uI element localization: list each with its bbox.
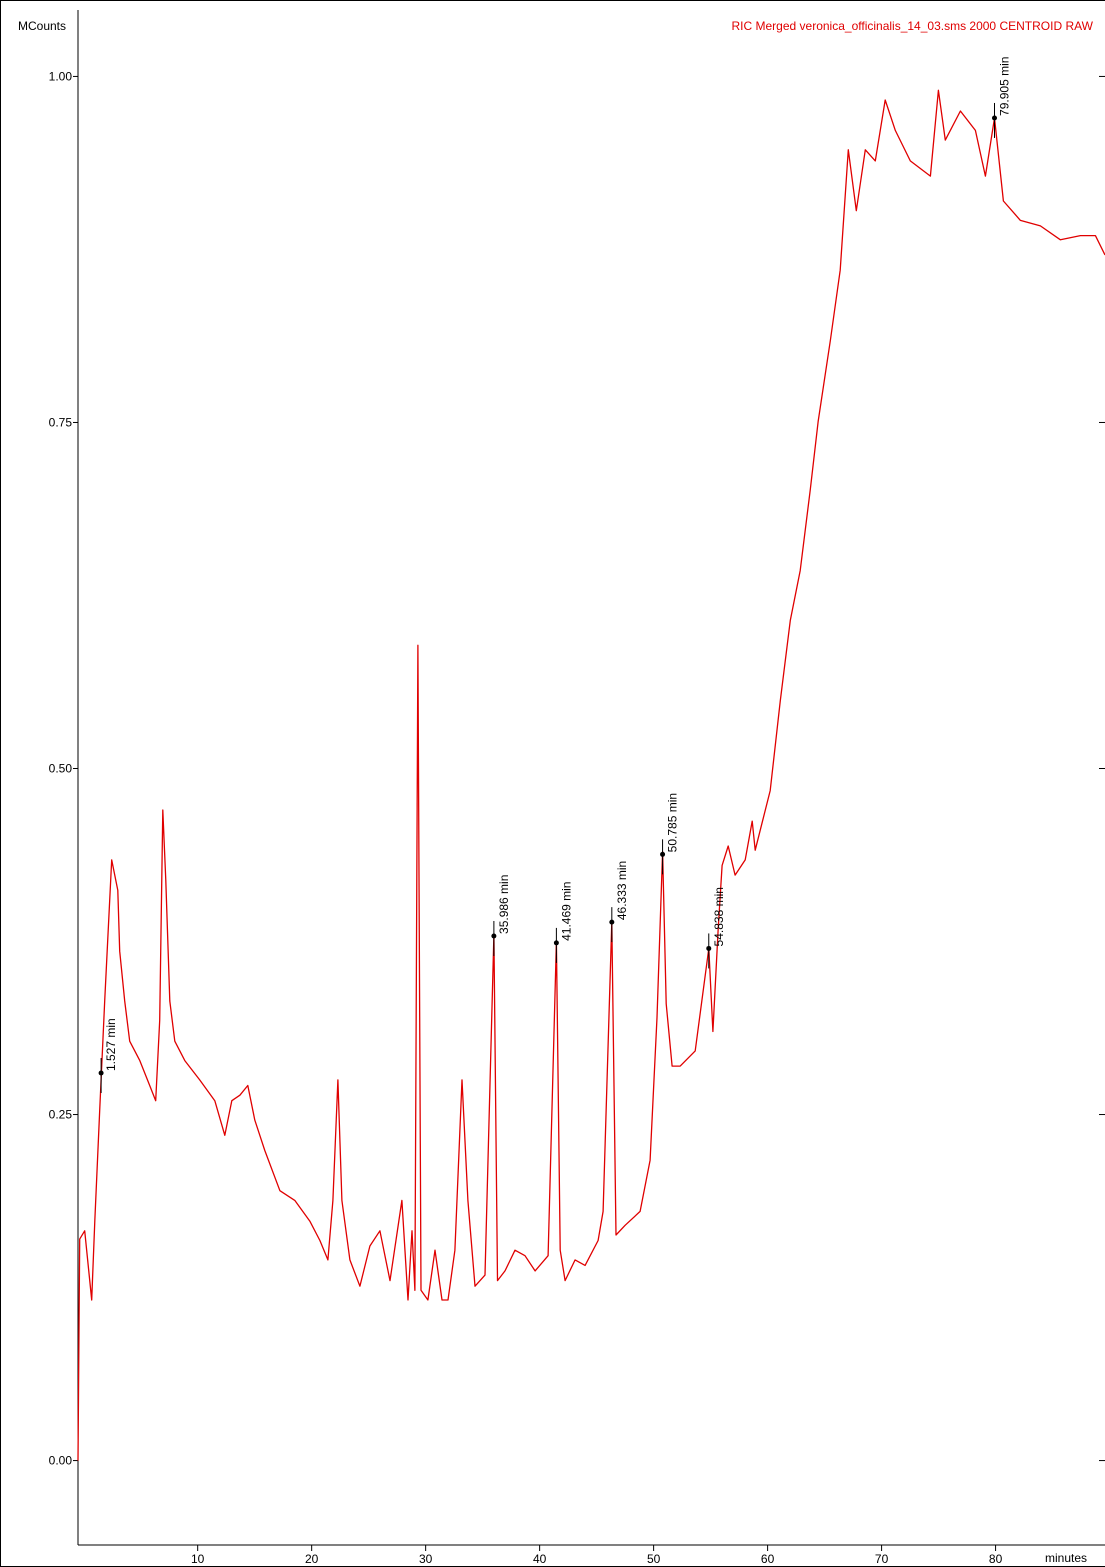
annotation-label: 50.785 min [666,793,680,852]
y-tick-label: 0.00 [49,1454,73,1468]
annotation-marker [991,115,997,121]
annotation-marker [706,945,712,951]
annotation-marker [491,933,497,939]
annotation-label: 35.986 min [497,875,511,934]
y-tick-label: 1.00 [49,69,73,83]
annotation-marker [609,919,615,925]
annotation-label: 41.469 min [559,882,573,941]
annotation-marker [553,940,559,946]
x-tick-label: 70 [875,1552,889,1566]
annotation-label: 54.838 min [712,887,726,946]
annotation-label: 1.527 min [104,1018,118,1071]
y-tick-label: 0.75 [49,415,73,429]
chart-title: RIC Merged veronica_officinalis_14_03.sm… [732,19,1094,33]
annotation-label: 79.905 min [997,57,1011,116]
trace [77,89,1105,1461]
y-axis-label: MCounts [18,19,66,33]
x-tick-label: 10 [191,1552,205,1566]
annotation-marker [660,851,666,857]
x-tick-label: 40 [533,1552,547,1566]
x-tick-label: 60 [761,1552,775,1566]
x-axis-label: minutes [1045,1551,1087,1565]
annotation-label: 46.333 min [615,861,629,920]
x-tick-label: 30 [419,1552,433,1566]
y-tick-label: 0.50 [49,762,73,776]
annotation-marker [98,1070,104,1076]
x-tick-label: 80 [989,1552,1003,1566]
x-tick-label: 50 [647,1552,661,1566]
y-tick-label: 0.25 [49,1108,73,1122]
x-tick-label: 20 [305,1552,319,1566]
